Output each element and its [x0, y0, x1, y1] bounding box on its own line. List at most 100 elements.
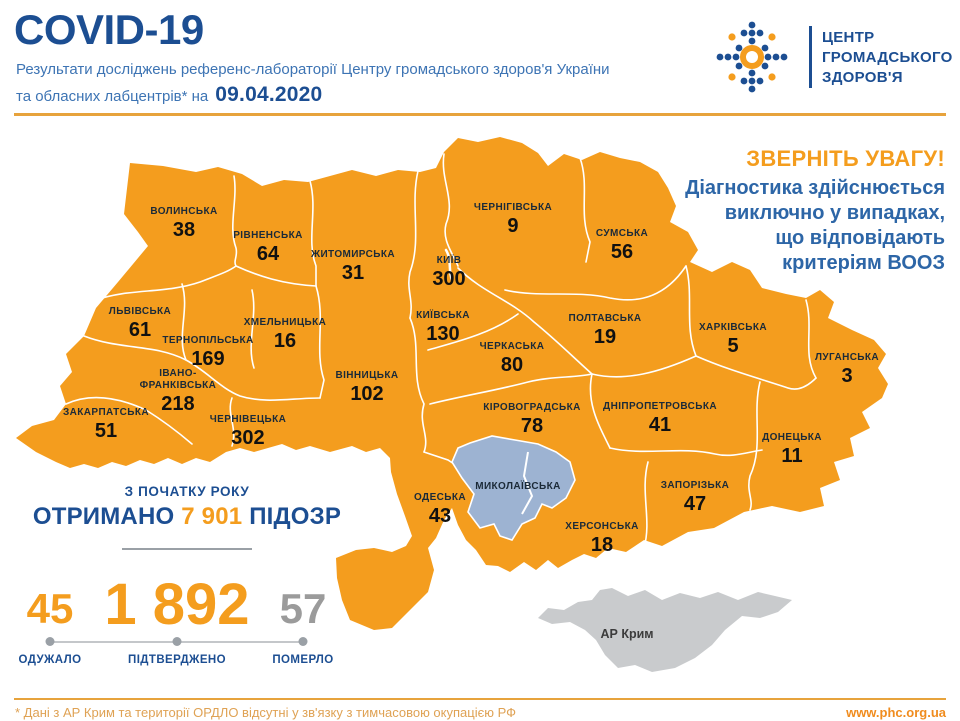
- attention-block: ЗВЕРНІТЬ УВАГУ! Діагностика здійснюється…: [685, 146, 945, 276]
- region-label: ХМЕЛЬНИЦЬКА 16: [244, 317, 327, 351]
- region-case-count: 5: [727, 335, 739, 357]
- footnote-text: * Дані з АР Крим та території ОРДЛО відс…: [15, 705, 517, 720]
- region-name: ТЕРНОПІЛЬСЬКА: [162, 335, 254, 346]
- region-name: ЗАПОРІЗЬКА: [660, 480, 730, 491]
- stats-block: З ПОЧАТКУ РОКУ ОТРИМАНО 7 901 ПІДОЗР 45 …: [17, 484, 357, 684]
- region-case-count: 56: [610, 241, 634, 263]
- website-link[interactable]: www.phc.org.ua: [846, 705, 946, 720]
- stats-received-line: ОТРИМАНО 7 901 ПІДОЗР: [17, 503, 357, 531]
- logo-line1: ЦЕНТР: [822, 29, 875, 46]
- region-case-count: 78: [520, 415, 544, 437]
- region-case-count: 102: [350, 383, 384, 405]
- recovered-label: ОДУЖАЛО: [18, 654, 82, 666]
- footer-divider-rule: [14, 698, 946, 700]
- region-case-count: 302: [231, 427, 265, 449]
- region-label: ЧЕРКАСЬКА 80: [480, 341, 545, 375]
- region-label: КІРОВОГРАДСЬКА 78: [483, 402, 580, 436]
- region-case-count: 38: [172, 219, 196, 241]
- died-value: 57: [279, 585, 327, 632]
- region-name: ХМЕЛЬНИЦЬКА: [243, 317, 327, 328]
- region-name: МИКОЛАЇВСЬКА: [475, 481, 561, 492]
- region-label: СУМСЬКА 56: [596, 228, 648, 262]
- region-label: ЧЕРНІГІВСЬКА 9: [474, 202, 552, 236]
- region-name: ІВАНО- ФРАНКІВСЬКА: [139, 368, 217, 391]
- region-label: ЗАКАРПАТСЬКА 51: [63, 407, 149, 441]
- region-case-count: 47: [683, 493, 707, 515]
- attention-title: ЗВЕРНІТЬ УВАГУ!: [746, 146, 945, 171]
- region-name: ВОЛИНСЬКА: [150, 206, 218, 217]
- region-label: МИКОЛАЇВСЬКА: [475, 481, 561, 493]
- attention-line: що відповідають: [775, 227, 945, 249]
- region-label: ВІННИЦЬКА 102: [335, 370, 398, 404]
- region-case-count: 31: [341, 262, 365, 284]
- region-name: ЛЬВІВСЬКА: [108, 306, 172, 317]
- region-name: КИЇВ: [436, 255, 462, 266]
- region-case-count: 300: [432, 268, 466, 290]
- region-case-count: 64: [256, 243, 280, 265]
- region-case-count: 41: [648, 414, 672, 436]
- region-name: КІРОВОГРАДСЬКА: [483, 402, 581, 413]
- crimea-region: [538, 588, 792, 672]
- region-name: ВІННИЦЬКА: [335, 370, 399, 381]
- region-label: ХАРКІВСЬКА 5: [699, 322, 767, 356]
- region-label: КИЇВСЬКА 130: [416, 310, 470, 344]
- region-label: ДНІПРОПЕТРОВСЬКА 41: [603, 401, 717, 435]
- logo-line3: ЗДОРОВ'Я: [822, 69, 903, 86]
- subtitle-line2-text: та обласних лабцентрів* на: [16, 88, 209, 105]
- received-value: 7 901: [181, 503, 243, 530]
- region-name: СУМСЬКА: [595, 228, 649, 239]
- region-label: ЧЕРНІВЕЦЬКА 302: [210, 414, 286, 448]
- phc-logo-icon: [716, 21, 788, 93]
- region-case-count: 130: [426, 323, 460, 345]
- region-name: ДОНЕЦЬКА: [762, 432, 822, 443]
- region-case-count: 61: [128, 319, 152, 341]
- region-label: ХЕРСОНСЬКА 18: [565, 521, 638, 555]
- received-prefix: ОТРИМАНО: [32, 503, 175, 530]
- header-divider-rule: [14, 113, 946, 116]
- region-case-count: 218: [161, 393, 195, 415]
- region-name: ХАРКІВСЬКА: [698, 322, 768, 333]
- region-name: ЖИТОМИРСЬКА: [311, 249, 395, 260]
- subtitle-line1: Результати досліджень референс-лаборатор…: [16, 61, 610, 78]
- region-name: ДНІПРОПЕТРОВСЬКА: [603, 401, 717, 412]
- region-label: ДОНЕЦЬКА 11: [762, 432, 822, 466]
- region-label: РІВНЕНСЬКА 64: [233, 230, 303, 264]
- subtitle-line2: та обласних лабцентрів* на 09.04.2020: [16, 83, 322, 107]
- ukraine-mainland: [16, 137, 888, 630]
- oblast-borders: [65, 153, 817, 549]
- region-label: ОДЕСЬКА 43: [414, 492, 466, 526]
- region-name: ХЕРСОНСЬКА: [565, 521, 639, 532]
- region-case-count: 80: [500, 354, 524, 376]
- recovered-value: 45: [26, 585, 74, 632]
- region-label: ЛУГАНСЬКА 3: [815, 352, 879, 386]
- region-name: РІВНЕНСЬКА: [233, 230, 303, 241]
- region-name: ЧЕРНІГІВСЬКА: [473, 202, 553, 213]
- attention-line: виключно у випадках,: [724, 202, 945, 224]
- region-label: ВОЛИНСЬКА 38: [150, 206, 217, 240]
- region-label: ПОЛТАВСЬКА 19: [568, 313, 641, 347]
- region-label: ТЕРНОПІЛЬСЬКА 169: [162, 335, 253, 369]
- region-name: ЛУГАНСЬКА: [814, 352, 880, 363]
- crimea-label: АР Крим: [600, 627, 654, 641]
- region-name: ПОЛТАВСЬКА: [568, 313, 642, 324]
- region-case-count: 9: [507, 215, 519, 237]
- logo-divider: [809, 26, 812, 88]
- logo-wordmark: ЦЕНТР ГРОМАДСЬКОГО ЗДОРОВ'Я: [822, 28, 953, 88]
- region-case-count: 169: [191, 348, 225, 370]
- region-name: ОДЕСЬКА: [414, 492, 466, 503]
- stats-since-title: З ПОЧАТКУ РОКУ: [124, 484, 250, 499]
- page-title: COVID-19: [14, 6, 204, 53]
- region-case-count: 19: [593, 326, 617, 348]
- region-case-count: 3: [841, 365, 853, 387]
- report-date: 09.04.2020: [215, 83, 323, 106]
- mykolaiv-region: [451, 435, 576, 541]
- region-case-count: 51: [94, 420, 118, 442]
- attention-lines: Діагностика здійснюється виключно у випад…: [685, 176, 945, 276]
- region-case-count: 43: [428, 505, 452, 527]
- logo-line2: ГРОМАДСЬКОГО: [822, 49, 953, 66]
- died-label: ПОМЕРЛО: [272, 654, 334, 666]
- confirmed-value: 1 892: [104, 572, 250, 637]
- confirmed-label: ПІДТВЕРДЖЕНО: [128, 654, 226, 666]
